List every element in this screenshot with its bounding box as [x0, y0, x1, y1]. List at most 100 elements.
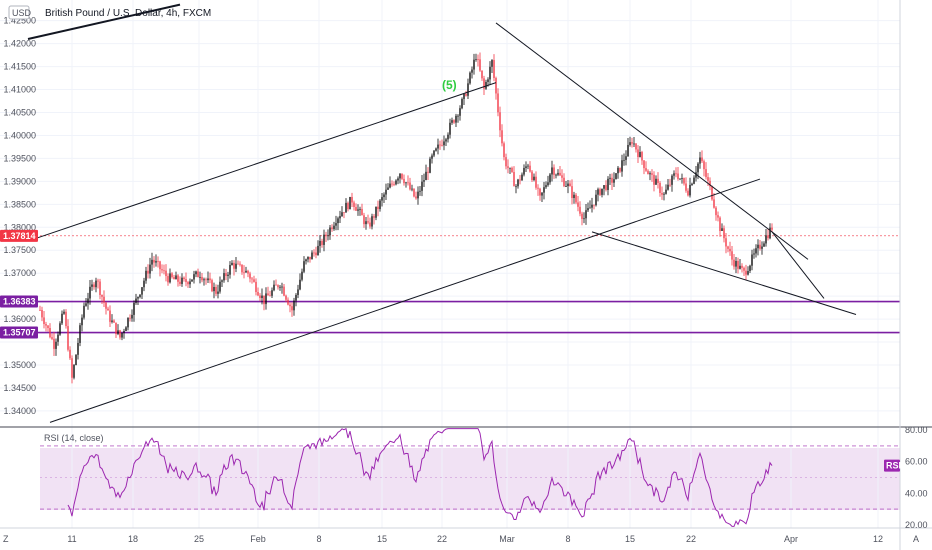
candle-body [631, 142, 633, 144]
candle-body [691, 183, 693, 185]
candle-body [767, 235, 769, 239]
candle-body [681, 178, 683, 179]
candle-body [703, 161, 705, 170]
candle-body [459, 108, 461, 116]
candle-body [201, 276, 203, 281]
price-axis[interactable]: 1.42500 1.42000 1.41500 1.41000 1.40500 1.400… [3, 16, 36, 416]
price-tick-label: 1.42000 [3, 39, 36, 49]
rsi-line [67, 427, 773, 527]
trend-line [27, 3, 181, 41]
trend-line [27, 82, 497, 242]
candle-body [509, 167, 511, 169]
candle-body [255, 281, 257, 293]
rsi-tick-label: 60.00 [905, 457, 928, 467]
candle-body [361, 208, 363, 216]
candle-body [665, 189, 667, 194]
rsi-axis[interactable]: 80.00 60.00 40.00 20.00 [40, 425, 928, 530]
candle-body [411, 188, 413, 190]
price-tick-label: 1.41500 [3, 62, 36, 72]
candle-body [371, 216, 373, 227]
candle-body [285, 295, 287, 300]
candle-body [741, 265, 743, 268]
candle-body [491, 60, 493, 67]
candle-body [545, 185, 547, 188]
time-tick-label: 18 [128, 534, 138, 544]
candle-body [523, 167, 525, 175]
candle-body [133, 302, 135, 315]
candle-body [53, 338, 55, 349]
candle-body [663, 193, 665, 195]
candle-body [611, 177, 613, 183]
candle-body [397, 178, 399, 181]
candle-body [719, 217, 721, 231]
candle-body [197, 271, 199, 278]
candle-body [195, 271, 197, 275]
candle-body [605, 185, 607, 190]
candle-body [141, 287, 143, 295]
candle-body [569, 183, 571, 187]
candle-body [349, 196, 351, 210]
currency-box[interactable] [8, 5, 30, 20]
candle-body [707, 177, 709, 181]
candle-body [591, 204, 593, 208]
candle-body [71, 358, 73, 378]
candle-body [615, 173, 617, 180]
candle-body [295, 294, 297, 301]
candle-body [171, 273, 173, 278]
candle-body [287, 299, 289, 305]
candle-body [321, 240, 323, 245]
candle-body [315, 252, 317, 256]
candle-body [259, 295, 261, 299]
candle-body [499, 112, 501, 131]
candle-body [137, 296, 139, 299]
time-tick-label: Mar [499, 534, 515, 544]
candle-body [417, 191, 419, 199]
candle-body [123, 331, 125, 333]
candle-body [187, 282, 189, 285]
candle-body [105, 302, 107, 309]
candle-body [81, 317, 83, 326]
candle-body [305, 259, 307, 262]
candle-body [341, 212, 343, 217]
candle-body [667, 184, 669, 190]
candle-body [571, 186, 573, 199]
candle-body [565, 186, 567, 187]
candle-body [535, 176, 537, 188]
candle-body [443, 141, 445, 146]
price-tick-label: 1.36000 [3, 314, 36, 324]
candle-body [297, 289, 299, 295]
trend-line [49, 178, 761, 423]
candle-body [203, 279, 205, 281]
candle-body [517, 179, 519, 187]
candle-body [93, 284, 95, 288]
candle-body [715, 207, 717, 216]
candle-body [729, 248, 731, 252]
candle-body [83, 305, 85, 318]
candle-body [245, 270, 247, 273]
candle-body [493, 60, 495, 79]
candle-body [191, 279, 193, 282]
candle-body [345, 202, 347, 213]
candle-body [481, 70, 483, 79]
corner-label[interactable]: A [913, 534, 919, 544]
candle-body [717, 215, 719, 218]
candle-body [97, 280, 99, 282]
candle-body [479, 59, 481, 71]
candle-body [749, 265, 751, 271]
candle-body [433, 150, 435, 156]
candle-body [147, 270, 149, 274]
time-axis[interactable]: 11 18 25 Feb 8 15 22 Mar 8 15 22 Apr 12 [67, 534, 883, 544]
candle-body [609, 177, 611, 179]
candle-body [181, 277, 183, 284]
candle-body [425, 171, 427, 181]
candle-body [277, 285, 279, 288]
candle-body [213, 286, 215, 292]
candle-body [409, 182, 411, 190]
candle-body [121, 332, 123, 338]
candle-body [265, 293, 267, 305]
candle-body [199, 276, 201, 278]
currency-label: USD [12, 8, 32, 18]
candle-body [721, 228, 723, 231]
candle-body [765, 235, 767, 244]
